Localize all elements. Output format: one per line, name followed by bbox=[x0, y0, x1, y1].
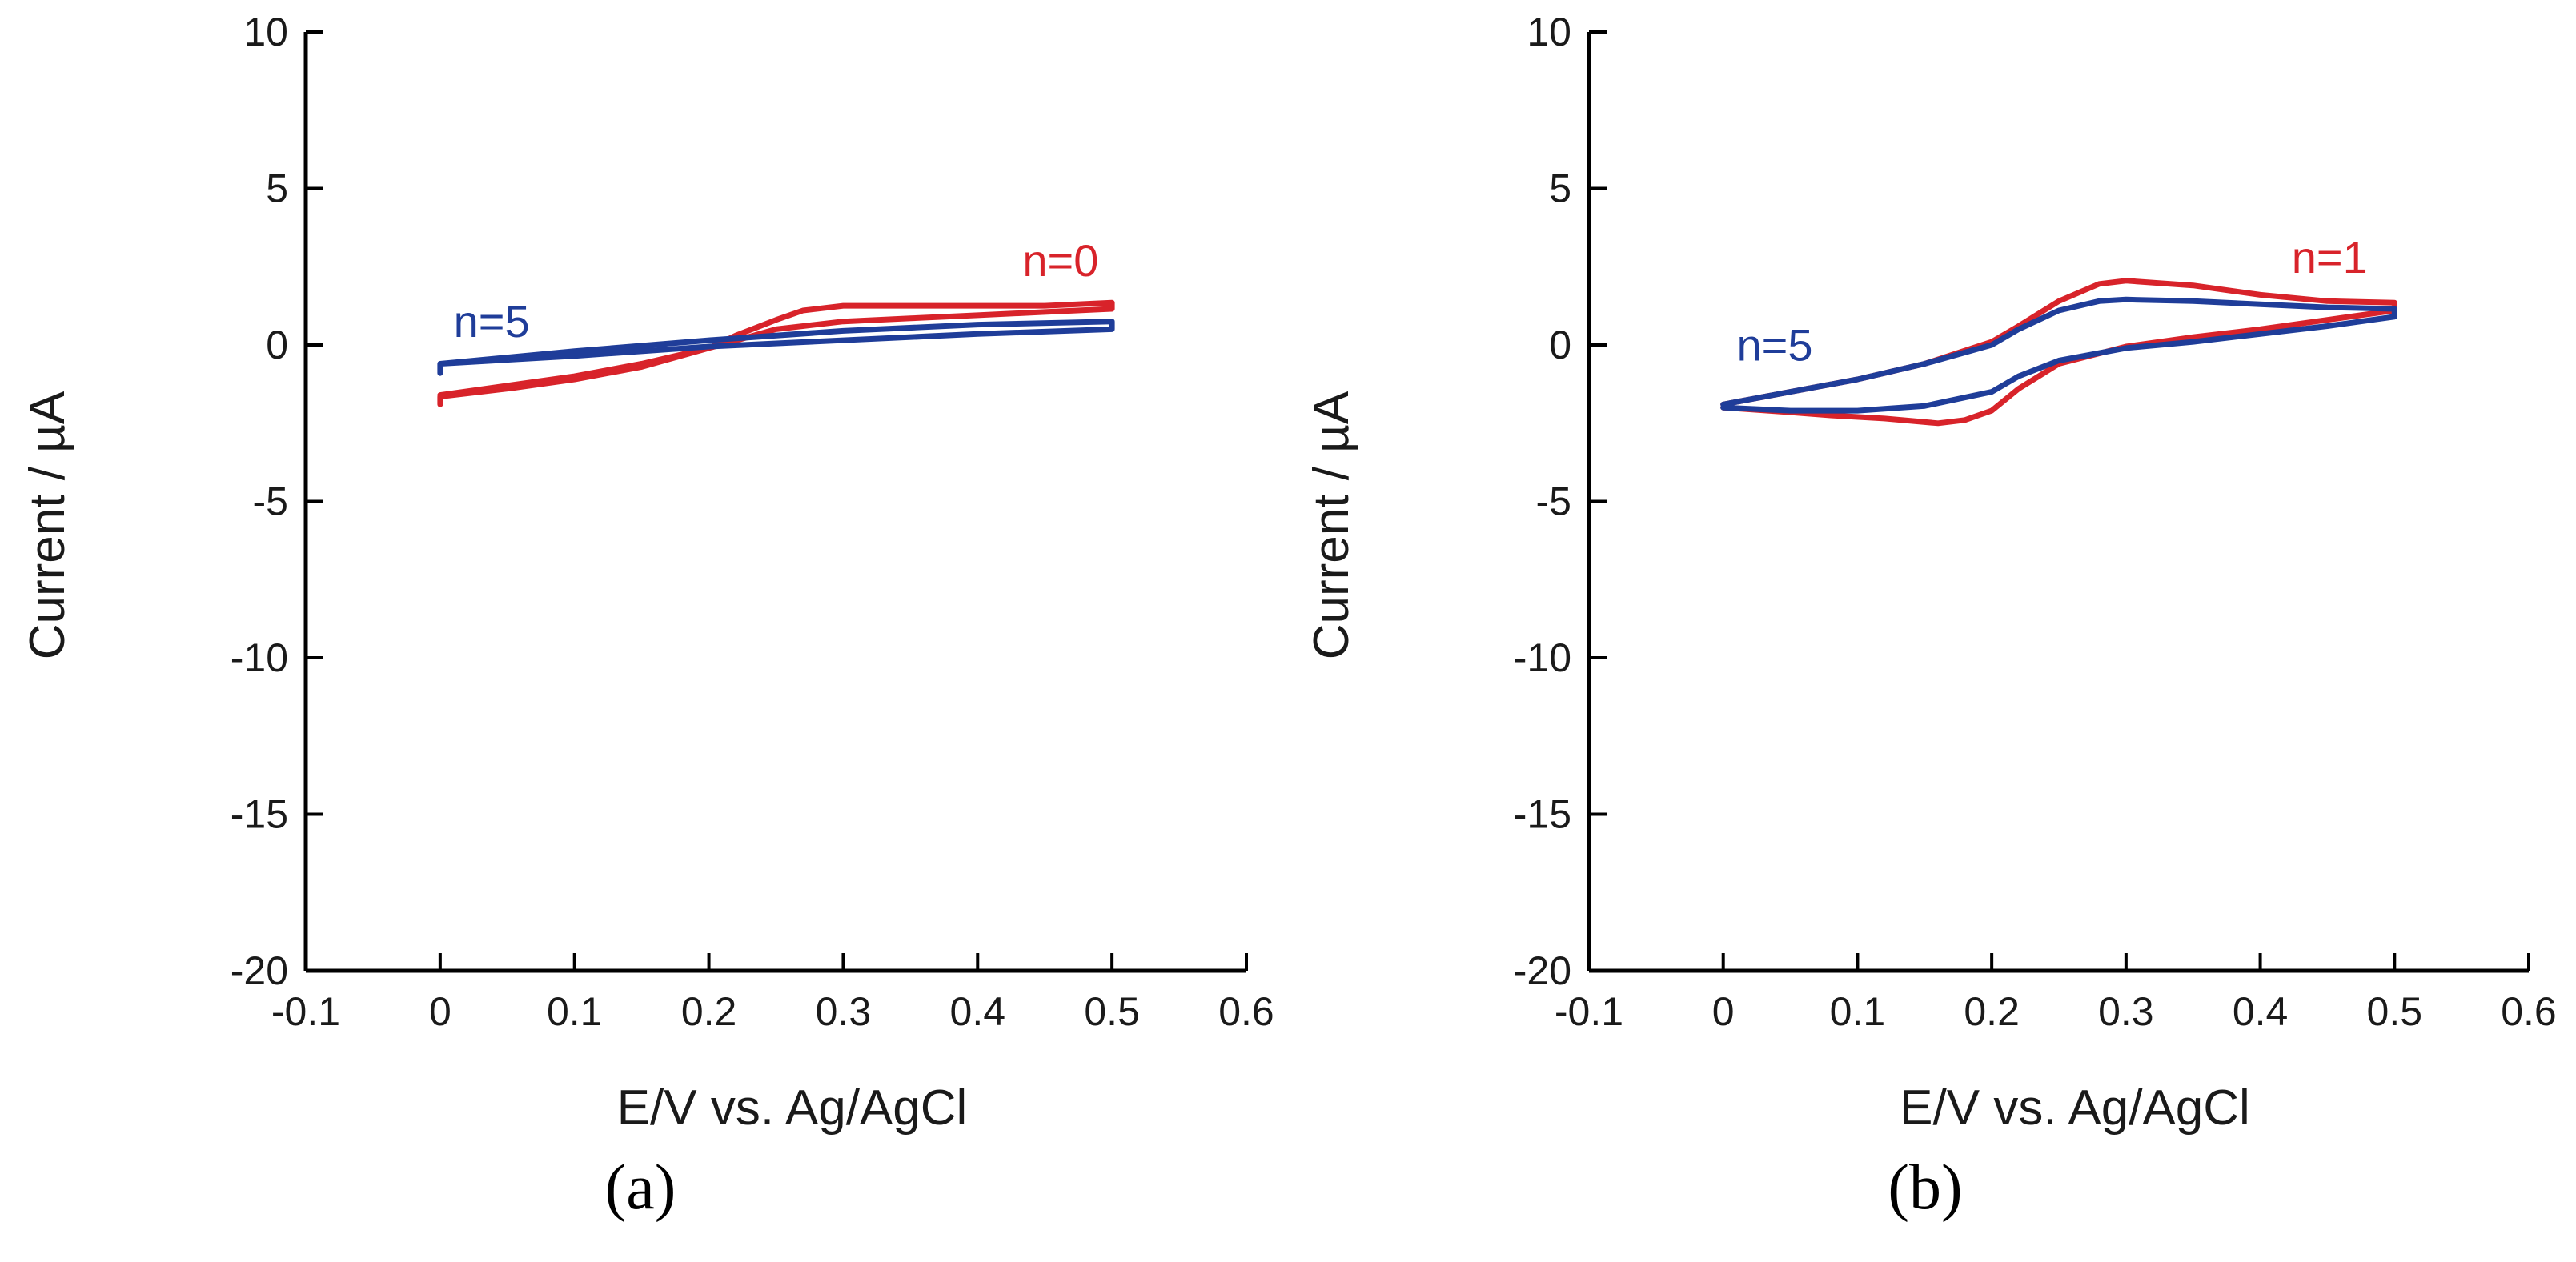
y-tick-label: -10 bbox=[1514, 635, 1571, 680]
x-axis-title: E/V vs. Ag/AgCl bbox=[617, 1080, 968, 1136]
x-tick-label: 0.3 bbox=[2098, 989, 2154, 1034]
x-tick-label: 0.5 bbox=[1084, 989, 1140, 1034]
series-label-n-0: n=0 bbox=[1022, 235, 1098, 286]
y-tick-label: 0 bbox=[266, 323, 288, 367]
y-tick-label: 5 bbox=[1549, 166, 1571, 211]
chart-panel-b: 10 5 0 -5 -10 -15 -20-0.1 0 0.1 0.2 0.3 0.4 0.5 0.6 E/… bbox=[1304, 10, 2557, 1223]
chart-panel-a: 10 5 0 -5 -10 -15 -20-0.1 0 0.1 0.2 0.3 0.4 0.5 0.6 E/… bbox=[20, 10, 1274, 1223]
y-tick-label: -10 bbox=[231, 635, 288, 680]
y-tick-label: -20 bbox=[231, 948, 288, 993]
x-tick-label: 0.1 bbox=[1830, 989, 1886, 1034]
x-tick-label: 0.2 bbox=[681, 989, 737, 1034]
series-line-n-5 bbox=[1720, 296, 2397, 414]
x-tick-label: -0.1 bbox=[1555, 989, 1623, 1034]
y-tick-label: -15 bbox=[1514, 792, 1571, 837]
x-tick-label: 0.6 bbox=[2501, 989, 2557, 1034]
panel-label: (b) bbox=[1888, 1152, 1962, 1223]
y-tick-label: 5 bbox=[266, 166, 288, 211]
series-line-n-1 bbox=[1720, 278, 2397, 427]
x-tick-label: 0 bbox=[429, 989, 451, 1034]
y-tick-label: -20 bbox=[1514, 948, 1571, 993]
y-tick-label: -15 bbox=[231, 792, 288, 837]
series-line-n-5 bbox=[437, 319, 1115, 376]
x-tick-label: -0.1 bbox=[271, 989, 340, 1034]
x-tick-label: 0 bbox=[1712, 989, 1735, 1034]
y-axis-title: Current / µA bbox=[20, 391, 75, 659]
y-tick-label: 0 bbox=[1549, 323, 1571, 367]
y-tick-label: 10 bbox=[243, 10, 288, 54]
x-tick-label: 0.3 bbox=[816, 989, 872, 1034]
y-tick-label: 10 bbox=[1527, 10, 1571, 54]
panel-label: (a) bbox=[605, 1152, 676, 1223]
x-axis-title: E/V vs. Ag/AgCl bbox=[1900, 1080, 2250, 1136]
y-tick-label: -5 bbox=[1536, 479, 1571, 524]
y-axis-title: Current / µA bbox=[1304, 391, 1359, 659]
x-tick-label: 0.4 bbox=[950, 989, 1006, 1034]
y-tick-label: -5 bbox=[253, 479, 288, 524]
x-tick-label: 0.6 bbox=[1218, 989, 1274, 1034]
series-label-n-5: n=5 bbox=[454, 296, 530, 347]
x-tick-label: 0.2 bbox=[1964, 989, 2020, 1034]
x-tick-label: 0.4 bbox=[2233, 989, 2289, 1034]
series-label-n-1: n=1 bbox=[2292, 232, 2368, 282]
x-tick-label: 0.1 bbox=[547, 989, 603, 1034]
series-label-n-5: n=5 bbox=[1736, 320, 1812, 371]
x-tick-label: 0.5 bbox=[2367, 989, 2423, 1034]
